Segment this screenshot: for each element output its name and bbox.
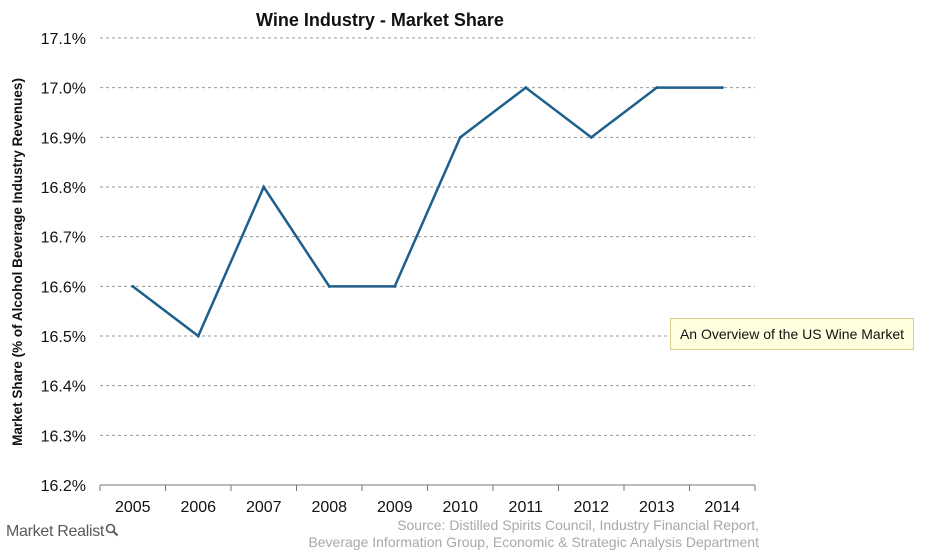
x-tick-label: 2014	[704, 499, 740, 516]
data-point	[131, 284, 135, 288]
data-point	[458, 135, 462, 139]
x-tick-label: 2009	[377, 499, 413, 516]
brand-name: Market Realist	[6, 523, 105, 540]
magnifier-icon	[105, 523, 119, 537]
y-axis-ticks: 16.2% 16.3% 16.4% 16.5% 16.6% 16.7% 16.8% 16.9%…	[41, 31, 86, 495]
data-point	[720, 86, 724, 90]
y-tick-label: 16.5%	[41, 329, 86, 346]
y-tick-label: 16.8%	[41, 180, 86, 197]
x-tick-label: 2010	[442, 499, 478, 516]
series-line	[131, 86, 723, 338]
annotation-box[interactable]: An Overview of the US Wine Market	[670, 318, 914, 350]
y-tick-label: 16.4%	[41, 379, 86, 396]
x-axis-ticks: 2005 2006 2007 2008 2009 2010 2011 2012 2013 2014	[99, 485, 756, 516]
data-point	[393, 284, 397, 288]
data-point	[589, 135, 593, 139]
x-tick-label: 2007	[246, 499, 282, 516]
brand-logo[interactable]: Market Realist	[6, 523, 119, 541]
y-tick-label: 17.1%	[41, 31, 86, 48]
y-tick-label: 16.7%	[41, 230, 86, 247]
x-tick-label: 2005	[115, 499, 151, 516]
y-axis-label: Market Share (% of Alcohol Beverage Indu…	[10, 78, 25, 446]
x-tick-label: 2006	[180, 499, 216, 516]
data-point	[655, 86, 659, 90]
y-tick-label: 16.6%	[41, 279, 86, 296]
data-point	[327, 284, 331, 288]
y-tick-label: 17.0%	[41, 81, 86, 98]
y-tick-label: 16.2%	[41, 478, 86, 495]
x-tick-label: 2008	[311, 499, 347, 516]
source-line-1: Source: Distilled Spirits Council, Indus…	[397, 517, 759, 533]
y-tick-label: 16.9%	[41, 130, 86, 147]
x-tick-label: 2012	[573, 499, 609, 516]
gridlines	[100, 37, 755, 436]
source-line-2: Beverage Information Group, Economic & S…	[308, 534, 759, 550]
data-point	[196, 334, 200, 338]
series-layer	[131, 86, 724, 338]
y-tick-label: 16.3%	[41, 428, 86, 445]
data-point	[524, 86, 528, 90]
source-note: Source: Distilled Spirits Council, Indus…	[308, 517, 759, 551]
x-tick-label: 2011	[509, 499, 544, 516]
chart-title: Wine Industry - Market Share	[256, 10, 504, 30]
x-tick-label: 2013	[639, 499, 675, 516]
data-point	[262, 185, 266, 189]
